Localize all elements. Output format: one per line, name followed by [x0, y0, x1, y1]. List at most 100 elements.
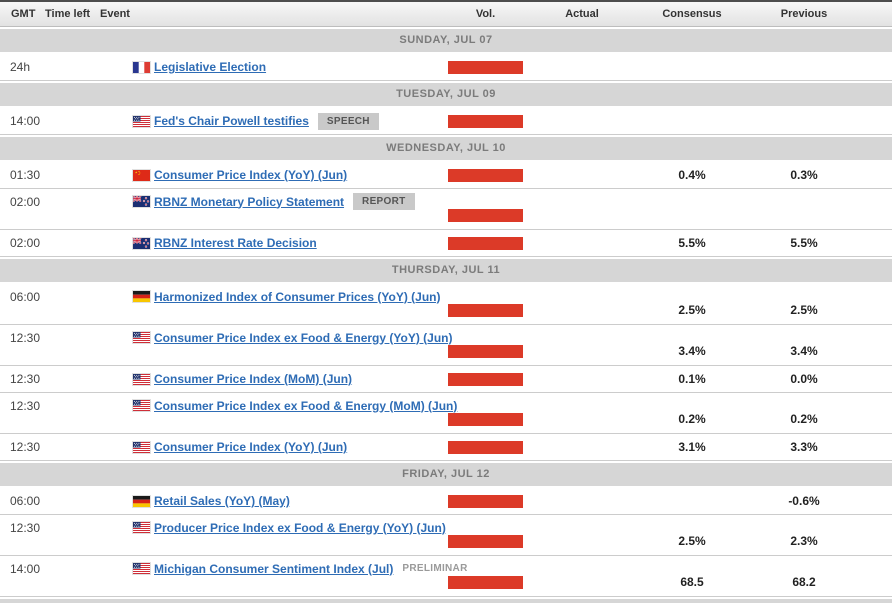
- event-time: 12:30: [10, 399, 41, 413]
- event-link[interactable]: RBNZ Monetary Policy Statement: [154, 194, 345, 209]
- event-time: 02:00: [10, 236, 41, 250]
- flag-germany-icon: [132, 495, 151, 508]
- previous-value: 3.3%: [790, 440, 818, 454]
- event-link[interactable]: Producer Price Index ex Food & Energy (Y…: [154, 520, 446, 535]
- flag-new-zealand-icon: [132, 237, 151, 250]
- day-label: FRIDAY, JUL 12: [402, 468, 490, 480]
- event-row: 06:00 Harmonized Index of Consumer Prices…: [0, 284, 892, 325]
- column-header-time-left: Time left: [45, 8, 91, 20]
- volatility-bar: [448, 373, 523, 386]
- day-label: TUESDAY, JUL 09: [396, 88, 496, 100]
- event-link[interactable]: Harmonized Index of Consumer Prices (YoY…: [154, 289, 441, 304]
- column-header-event: Event: [100, 8, 130, 20]
- flag-new-zealand-icon: [132, 195, 151, 208]
- event-row: 24h Legislative Election: [0, 54, 892, 81]
- event-row: 12:30 Consumer Price Index ex Food & Ener…: [0, 325, 892, 366]
- event-row: 02:00 RBNZ Interest Rate Decision 5.5% 5.5%: [0, 230, 892, 257]
- consensus-value: 2.5%: [678, 534, 706, 548]
- event-time: 12:30: [10, 521, 41, 535]
- previous-value: 0.0%: [790, 372, 818, 386]
- table-header: GMT Time left Event Vol. Actual Consensu…: [0, 0, 892, 27]
- event-link[interactable]: Consumer Price Index ex Food & Energy (Y…: [154, 330, 453, 345]
- volatility-bar: [448, 115, 523, 128]
- flag-united-states-icon: [132, 331, 151, 344]
- event-row: 12:30 Consumer Price Index (YoY) (Jun) 3.1…: [0, 434, 892, 461]
- event-link[interactable]: Consumer Price Index (MoM) (Jun): [154, 372, 353, 386]
- event-row: 06:00 Retail Sales (YoY) (May) -0.6%: [0, 488, 892, 515]
- event-link[interactable]: RBNZ Interest Rate Decision: [154, 236, 317, 250]
- volatility-bar: [448, 304, 523, 317]
- event-row: 01:30 Consumer Price Index (YoY) (Jun) 0.4…: [0, 162, 892, 189]
- event-badge: SPEECH: [317, 112, 379, 130]
- event-time: 24h: [10, 60, 31, 74]
- event-link[interactable]: Fed's Chair Powell testifies: [154, 114, 309, 128]
- event-row: 12:30 Consumer Price Index ex Food & Ener…: [0, 393, 892, 434]
- flag-united-states-icon: [132, 441, 151, 454]
- flag-united-states-icon: [132, 373, 151, 386]
- event-time: 06:00: [10, 290, 41, 304]
- column-header-gmt: GMT: [11, 8, 36, 20]
- day-separator: FRIDAY, JUL 12: [0, 461, 892, 488]
- volatility-bar: [448, 495, 523, 508]
- previous-value: 0.2%: [790, 412, 818, 426]
- column-header-actual: Actual: [565, 8, 599, 20]
- event-link[interactable]: Legislative Election: [154, 60, 267, 74]
- event-badge: PRELIMINAR: [402, 563, 468, 574]
- event-time: 01:30: [10, 168, 41, 182]
- day-separator: SUNDAY, JUL 07: [0, 27, 892, 54]
- day-label: WEDNESDAY, JUL 10: [386, 142, 506, 154]
- event-link[interactable]: Retail Sales (YoY) (May): [154, 494, 290, 508]
- consensus-value: 5.5%: [678, 236, 706, 250]
- event-row: 12:30 Consumer Price Index (MoM) (Jun) 0.1…: [0, 366, 892, 393]
- consensus-value: 3.4%: [678, 344, 706, 358]
- volatility-bar: [448, 441, 523, 454]
- consensus-value: 3.1%: [678, 440, 706, 454]
- event-row: 12:30 Producer Price Index ex Food & Ener…: [0, 515, 892, 556]
- consensus-value: 2.5%: [678, 303, 706, 317]
- previous-value: 5.5%: [790, 236, 818, 250]
- day-separator: TUESDAY, JUL 09: [0, 81, 892, 108]
- consensus-value: 0.1%: [678, 372, 706, 386]
- previous-value: 68.2: [792, 575, 816, 589]
- consensus-value: 68.5: [680, 575, 704, 589]
- previous-value: 3.4%: [790, 344, 818, 358]
- event-time: 02:00: [10, 195, 41, 209]
- event-time: 12:30: [10, 331, 41, 345]
- event-row: 02:00 RBNZ Monetary Policy Statement REPOR…: [0, 189, 892, 230]
- day-separator: WEDNESDAY, JUL 10: [0, 135, 892, 162]
- previous-value: 2.5%: [790, 303, 818, 317]
- volatility-bar: [448, 535, 523, 548]
- flag-united-states-icon: [132, 399, 151, 412]
- event-link[interactable]: Consumer Price Index ex Food & Energy (M…: [154, 398, 458, 413]
- previous-value: 2.3%: [790, 534, 818, 548]
- rows-container: SUNDAY, JUL 07 24h Legislative Election TUE…: [0, 27, 892, 597]
- flag-germany-icon: [132, 290, 151, 303]
- volatility-bar: [448, 576, 523, 589]
- event-row: 14:00 Michigan Consumer Sentiment Index (…: [0, 556, 892, 597]
- volatility-bar: [448, 413, 523, 426]
- column-header-previous: Previous: [780, 8, 828, 20]
- flag-china-icon: [132, 169, 151, 182]
- consensus-value: 0.4%: [678, 168, 706, 182]
- consensus-value: 0.2%: [678, 412, 706, 426]
- event-time: 14:00: [10, 114, 41, 128]
- event-time: 06:00: [10, 494, 41, 508]
- flag-france-icon: [132, 61, 151, 74]
- volatility-bar: [448, 209, 523, 222]
- volatility-bar: [448, 61, 523, 74]
- bottom-separator: [0, 597, 892, 603]
- event-time: 12:30: [10, 372, 41, 386]
- event-link[interactable]: Consumer Price Index (YoY) (Jun): [154, 440, 348, 454]
- event-link[interactable]: Consumer Price Index (YoY) (Jun): [154, 168, 348, 182]
- volatility-bar: [448, 345, 523, 358]
- previous-value: 0.3%: [790, 168, 818, 182]
- column-header-consensus: Consensus: [662, 8, 722, 20]
- day-label: SUNDAY, JUL 07: [399, 34, 493, 46]
- event-row: 14:00 Fed's Chair Powell testifies SPEECH: [0, 108, 892, 135]
- event-link[interactable]: Michigan Consumer Sentiment Index (Jul): [154, 561, 394, 576]
- column-header-volatility: Vol.: [475, 8, 496, 20]
- flag-united-states-icon: [132, 521, 151, 534]
- day-separator: THURSDAY, JUL 11: [0, 257, 892, 284]
- event-badge: REPORT: [353, 193, 415, 210]
